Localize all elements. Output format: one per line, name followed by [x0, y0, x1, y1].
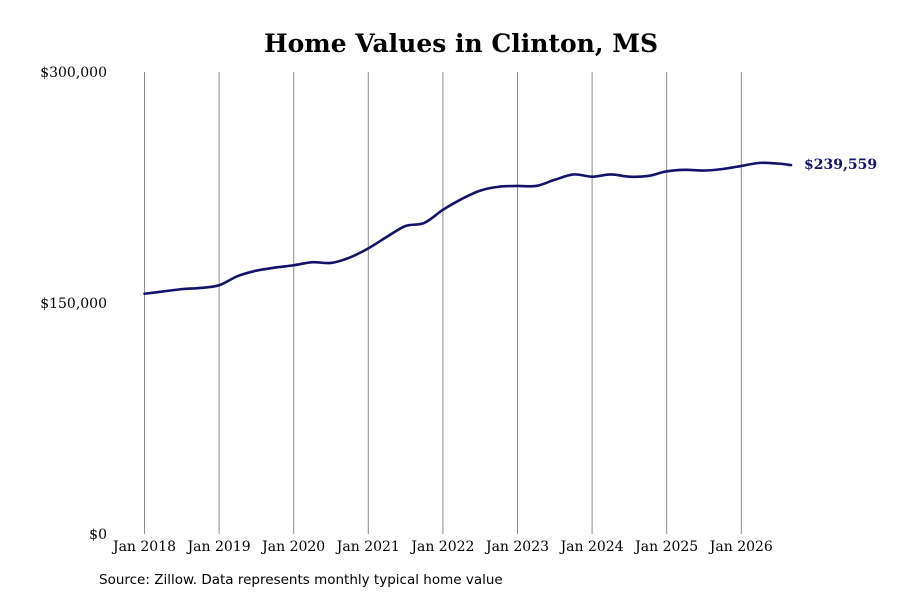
x-tick-label: Jan 2025	[633, 539, 698, 555]
gridlines	[144, 72, 742, 534]
x-tick-label: Jan 2018	[111, 539, 176, 555]
source-note: Source: Zillow. Data represents monthly …	[99, 572, 503, 588]
y-tick-label: $150,000	[40, 296, 107, 312]
y-axis-ticks: $0 $150,000 $300,000	[40, 65, 107, 543]
y-tick-label: $300,000	[40, 65, 107, 81]
y-tick-label: $0	[89, 527, 107, 543]
chart-title: Home Values in Clinton, MS	[264, 29, 658, 58]
x-tick-label: Jan 2024	[559, 539, 624, 555]
x-tick-label: Jan 2019	[186, 539, 251, 555]
series-layer	[143, 161, 793, 296]
x-tick-label: Jan 2022	[409, 539, 474, 555]
x-tick-label: Jan 2020	[260, 539, 325, 555]
annotations: $239,559	[804, 157, 877, 173]
end-value-label: $239,559	[804, 157, 877, 173]
x-tick-label: Jan 2023	[484, 539, 549, 555]
x-tick-label: Jan 2026	[708, 539, 773, 555]
x-axis-ticks: Jan 2018 Jan 2019 Jan 2020 Jan 2021 Jan 2022…	[111, 539, 773, 555]
x-tick-label: Jan 2021	[335, 539, 400, 555]
series-line	[143, 161, 793, 296]
